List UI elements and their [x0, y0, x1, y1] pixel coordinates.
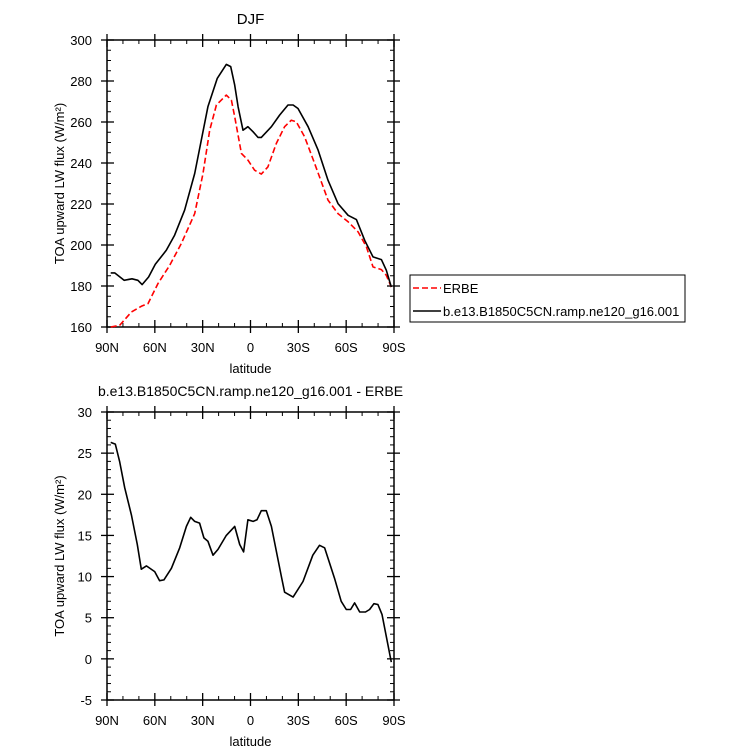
- y-tick-label: 260: [70, 115, 92, 130]
- y-axis-label: TOA upward LW flux (W/m²): [52, 103, 67, 264]
- legend: ERBE b.e13.B1850C5CN.ramp.ne120_g16.001: [409, 274, 686, 323]
- legend-label: b.e13.B1850C5CN.ramp.ne120_g16.001: [443, 304, 679, 319]
- y-tick-label: 10: [78, 570, 92, 585]
- y-tick-label: 30: [78, 405, 92, 420]
- x-tick-label: 0: [247, 713, 254, 728]
- plot-title: DJF: [237, 11, 265, 28]
- x-axis-label: latitude: [230, 361, 272, 376]
- y-tick-label: 160: [70, 320, 92, 335]
- x-tick-label: 30S: [287, 713, 310, 728]
- y-tick-label: 240: [70, 156, 92, 171]
- plot-2: b.e13.B1850C5CN.ramp.ne120_g16.001 - ERB…: [52, 383, 406, 749]
- series-line-difference: [110, 441, 393, 663]
- plot-title: b.e13.B1850C5CN.ramp.ne120_g16.001 - ERB…: [98, 383, 403, 399]
- plot-frame: [106, 411, 395, 701]
- y-axis-label: TOA upward LW flux (W/m²): [52, 475, 67, 636]
- y-tick-label: 20: [78, 487, 92, 502]
- x-tick-label: 30S: [287, 340, 310, 355]
- y-tick-label: 0: [85, 652, 92, 667]
- x-tick-label: 30N: [191, 713, 215, 728]
- y-tick-label: 220: [70, 197, 92, 212]
- y-tick-label: 200: [70, 238, 92, 253]
- series-line-erbe: [110, 94, 393, 328]
- x-tick-label: 60N: [143, 713, 167, 728]
- x-tick-label: 60S: [335, 340, 358, 355]
- series-line-b-e13-b1850c5cn-ramp-ne120-g16-001: [110, 63, 393, 288]
- y-tick-label: 5: [85, 611, 92, 626]
- y-tick-label: 180: [70, 279, 92, 294]
- x-tick-label: 90N: [95, 340, 119, 355]
- y-tick-label: 25: [78, 446, 92, 461]
- legend-label: ERBE: [443, 281, 479, 296]
- x-tick-label: 90N: [95, 713, 119, 728]
- x-tick-label: 60N: [143, 340, 167, 355]
- y-tick-label: -5: [80, 693, 92, 708]
- y-tick-label: 280: [70, 74, 92, 89]
- x-axis-label: latitude: [230, 734, 272, 749]
- plot-frame: [106, 39, 395, 328]
- x-tick-label: 30N: [191, 340, 215, 355]
- x-tick-label: 0: [247, 340, 254, 355]
- x-tick-label: 90S: [382, 713, 405, 728]
- x-tick-label: 90S: [382, 340, 405, 355]
- y-tick-label: 300: [70, 33, 92, 48]
- plot-1: DJF 90N 60N 30N 0 30S 60S 90S 160 180 200 220 240 260…: [52, 11, 686, 376]
- x-tick-label: 60S: [335, 713, 358, 728]
- legend-box: [409, 274, 686, 323]
- y-tick-label: 15: [78, 528, 92, 543]
